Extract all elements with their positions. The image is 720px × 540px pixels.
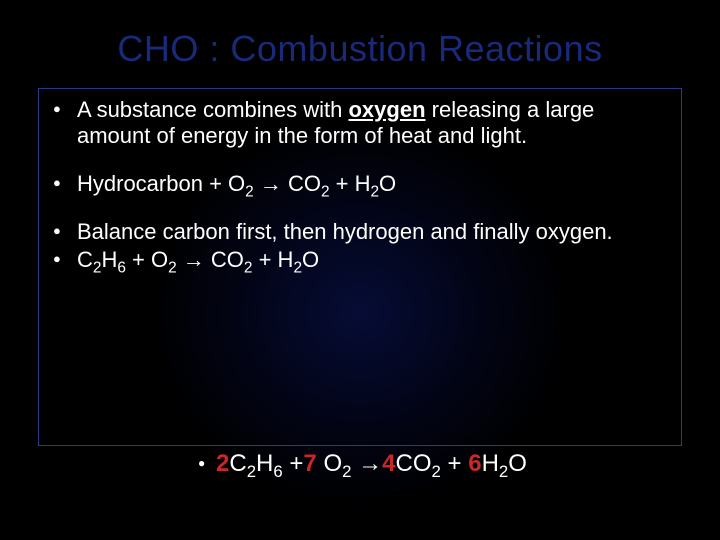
b4-arrow: →: [183, 247, 205, 272]
b2-arrow: →: [260, 171, 282, 196]
coef-1: 2: [216, 450, 229, 477]
bullet-item-1: A substance combines with oxygen releasi…: [53, 97, 667, 149]
f-arrow: →: [358, 450, 382, 477]
f-t1: C: [229, 450, 246, 477]
f-t3: +: [283, 450, 304, 477]
b4-t1: C: [77, 247, 93, 272]
b4-s3: 2: [168, 259, 177, 276]
b4-t3: + O: [126, 247, 168, 272]
b2-t1: Hydrocarbon + O: [77, 171, 245, 196]
b2-t3: CO: [282, 171, 321, 196]
b4-t2: H: [101, 247, 117, 272]
bullet-1-oxygen: oxygen: [348, 97, 425, 122]
coef-3: 4: [382, 450, 395, 477]
b4-t5: CO: [205, 247, 244, 272]
f-s1: 2: [247, 462, 256, 481]
f-s2: 6: [273, 462, 282, 481]
b2-t4: + H: [330, 171, 371, 196]
bullet-1-text-pre: A substance combines with: [77, 97, 348, 122]
f-t4: O: [317, 450, 342, 477]
bullet-item-2: Hydrocarbon + O2 → CO2 + H2O: [53, 171, 667, 197]
f-t6: CO: [396, 450, 432, 477]
b4-t6: + H: [252, 247, 293, 272]
f-s5: 2: [499, 462, 508, 481]
f-t7: +: [441, 450, 468, 477]
slide: CHO : Combustion Reactions A substance c…: [0, 0, 720, 540]
b2-t5: O: [379, 171, 396, 196]
slide-title: CHO : Combustion Reactions: [0, 0, 720, 88]
b2-s1: 2: [245, 183, 254, 200]
coef-4: 6: [468, 450, 481, 477]
b2-s2: 2: [321, 183, 330, 200]
f-s4: 2: [432, 462, 441, 481]
b4-t7: O: [302, 247, 319, 272]
b4-s5: 2: [293, 259, 302, 276]
coef-2: 7: [303, 450, 316, 477]
bullet-list: A substance combines with oxygen releasi…: [53, 97, 667, 273]
content-box: A substance combines with oxygen releasi…: [38, 88, 682, 446]
final-equation: 2C2H6 +7 O2 →4CO2 + 6H2O: [198, 450, 720, 478]
b3-text: Balance carbon first, then hydrogen and …: [77, 219, 613, 244]
f-t8: H: [482, 450, 499, 477]
bullet-item-4: C2H6 + O2 → CO2 + H2O: [53, 247, 667, 273]
f-t9: O: [508, 450, 527, 477]
b2-s3: 2: [370, 183, 379, 200]
f-t2: H: [256, 450, 273, 477]
b4-s2: 6: [117, 259, 126, 276]
bullet-item-3: Balance carbon first, then hydrogen and …: [53, 219, 667, 245]
